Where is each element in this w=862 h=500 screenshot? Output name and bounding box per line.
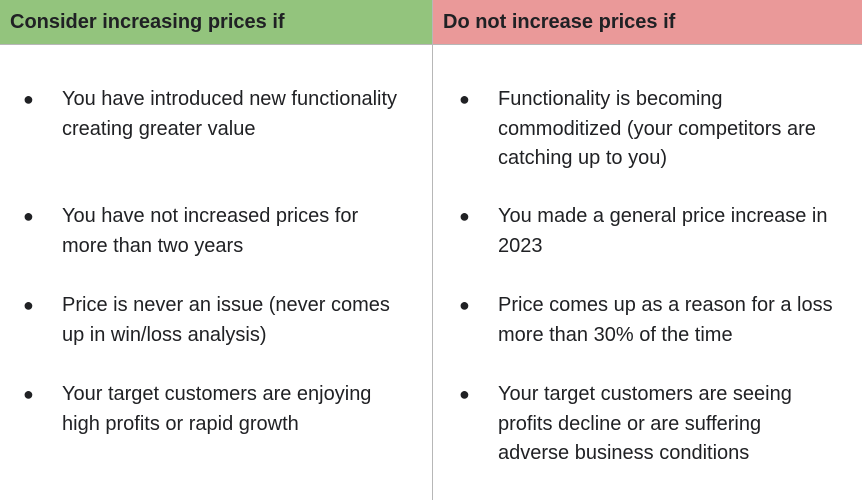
list-item-line: You made a general price increase in xyxy=(498,205,828,227)
list-item: Price comes up as a reason for a loss mo… xyxy=(498,291,833,350)
list-item-line: catching up to you) xyxy=(498,147,667,169)
list-item: Your target customers are enjoying high … xyxy=(62,380,371,439)
list-item-line: Price comes up as a reason for a loss xyxy=(498,294,833,316)
list-item-line: creating greater value xyxy=(62,117,256,140)
list-item-line: up in win/loss analysis) xyxy=(62,323,267,346)
list-item: You have not increased prices for more t… xyxy=(62,202,358,261)
list-item-line: Your target customers are seeing xyxy=(498,383,792,405)
list-item: Price is never an issue (never comes up … xyxy=(62,291,390,350)
column-header-increase: Consider increasing prices if xyxy=(0,0,432,45)
list-item-line: more than 30% of the time xyxy=(498,323,733,346)
list-item: You made a general price increase in 202… xyxy=(498,202,827,261)
bullet-icon: ● xyxy=(459,206,470,226)
list-item-line: more than two years xyxy=(62,234,244,257)
bullet-icon: ● xyxy=(23,295,34,315)
bullet-icon: ● xyxy=(23,206,34,226)
bullet-icon: ● xyxy=(23,89,34,109)
list-item-line: Price is never an issue (never comes xyxy=(62,294,390,316)
list-item-line: 2023 xyxy=(498,234,543,257)
list-item-line: commoditized (your competitors are xyxy=(498,117,816,140)
list-item-line: high profits or rapid growth xyxy=(62,412,299,435)
list-item-line: profits decline or are suffering xyxy=(498,412,762,435)
list-item-line: Functionality is becoming xyxy=(498,88,723,110)
bullet-icon: ● xyxy=(459,89,470,109)
list-item-line: Your target customers are enjoying xyxy=(62,383,372,405)
list-item-line: You have introduced new functionality xyxy=(62,88,398,110)
list-item: You have introduced new functionality cr… xyxy=(62,85,397,144)
list-item: Functionality is becoming commoditized (… xyxy=(498,85,816,174)
bullet-icon: ● xyxy=(23,384,34,404)
bullet-icon: ● xyxy=(459,384,470,404)
column-divider xyxy=(432,0,433,500)
list-item-line: adverse business conditions xyxy=(498,442,750,464)
bullet-icon: ● xyxy=(459,295,470,315)
list-item-line: You have not increased prices for xyxy=(62,205,359,227)
column-header-do-not-increase: Do not increase prices if xyxy=(433,0,862,45)
list-item: Your target customers are seeing profits… xyxy=(498,380,792,469)
